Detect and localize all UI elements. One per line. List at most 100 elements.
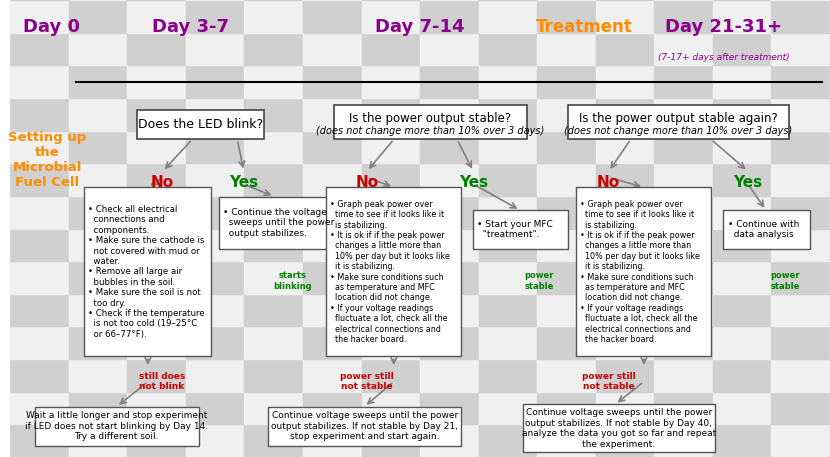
Bar	[771, 392, 830, 425]
Bar	[10, 359, 69, 392]
Bar	[244, 392, 303, 425]
Bar	[420, 294, 479, 326]
Bar	[420, 32, 479, 65]
Bar	[186, 294, 244, 326]
Bar	[654, 392, 713, 425]
Bar	[420, 425, 479, 457]
Bar	[420, 131, 479, 163]
Bar	[420, 98, 479, 131]
Bar	[69, 65, 127, 98]
Bar	[127, 261, 186, 294]
Bar	[596, 163, 654, 196]
Text: • Continue with
  data analysis: • Continue with data analysis	[728, 220, 799, 239]
FancyBboxPatch shape	[326, 187, 461, 356]
Text: Is the power output stable?: Is the power output stable?	[349, 112, 511, 125]
Bar	[127, 359, 186, 392]
Bar	[537, 65, 596, 98]
Text: Day 0: Day 0	[22, 18, 80, 37]
Bar	[244, 65, 303, 98]
Bar	[69, 326, 127, 359]
Bar	[69, 228, 127, 261]
Bar	[654, 65, 713, 98]
Bar	[244, 163, 303, 196]
Bar	[303, 131, 362, 163]
Bar	[244, 261, 303, 294]
Text: (7-17+ days after treatment): (7-17+ days after treatment)	[657, 53, 789, 62]
Bar	[69, 196, 127, 228]
Bar	[479, 326, 537, 359]
Bar	[596, 196, 654, 228]
Bar	[303, 32, 362, 65]
Bar	[420, 261, 479, 294]
Bar	[654, 163, 713, 196]
Bar	[303, 261, 362, 294]
Bar	[10, 131, 69, 163]
Bar	[186, 163, 244, 196]
Bar	[654, 228, 713, 261]
Bar	[303, 163, 362, 196]
Text: • Graph peak power over
  time to see if it looks like it
  is stabilizing.
• It: • Graph peak power over time to see if i…	[330, 200, 450, 344]
Bar	[127, 392, 186, 425]
Bar	[303, 65, 362, 98]
Bar	[479, 228, 537, 261]
Bar	[771, 294, 830, 326]
Bar	[303, 425, 362, 457]
Bar	[10, 98, 69, 131]
Bar	[596, 65, 654, 98]
Bar	[69, 392, 127, 425]
Bar	[537, 32, 596, 65]
Text: Day 3-7: Day 3-7	[152, 18, 229, 37]
Bar	[420, 0, 479, 32]
Bar	[10, 326, 69, 359]
Bar	[654, 131, 713, 163]
Bar	[362, 228, 420, 261]
Bar	[127, 294, 186, 326]
Bar	[127, 65, 186, 98]
Bar	[771, 163, 830, 196]
Text: • Continue the voltage
  sweeps until the power
  output stabilizes.: • Continue the voltage sweeps until the …	[223, 208, 334, 238]
Bar	[713, 163, 771, 196]
Bar	[713, 261, 771, 294]
Bar	[10, 392, 69, 425]
Bar	[596, 294, 654, 326]
Bar	[713, 425, 771, 457]
Bar	[771, 65, 830, 98]
Bar	[596, 326, 654, 359]
Text: Setting up
the
Microbial
Fuel Cell: Setting up the Microbial Fuel Cell	[8, 131, 86, 189]
Bar	[127, 228, 186, 261]
Text: power still
not stable: power still not stable	[582, 372, 636, 391]
Bar	[186, 326, 244, 359]
Bar	[186, 0, 244, 32]
Bar	[713, 294, 771, 326]
Bar	[420, 359, 479, 392]
Bar	[186, 131, 244, 163]
Bar	[654, 196, 713, 228]
Bar	[303, 359, 362, 392]
Bar	[69, 425, 127, 457]
Bar	[303, 392, 362, 425]
Bar	[244, 0, 303, 32]
Bar	[69, 359, 127, 392]
Bar	[69, 294, 127, 326]
Bar	[244, 32, 303, 65]
FancyBboxPatch shape	[35, 407, 198, 446]
Bar	[479, 131, 537, 163]
Bar	[479, 196, 537, 228]
Bar	[713, 65, 771, 98]
Bar	[537, 294, 596, 326]
FancyBboxPatch shape	[219, 197, 330, 249]
Bar	[303, 294, 362, 326]
FancyBboxPatch shape	[137, 110, 264, 139]
Bar	[771, 98, 830, 131]
Text: No: No	[597, 175, 620, 190]
Bar	[537, 228, 596, 261]
Bar	[537, 98, 596, 131]
Bar	[713, 326, 771, 359]
Bar	[537, 326, 596, 359]
Bar	[596, 359, 654, 392]
Text: Does the LED blink?: Does the LED blink?	[139, 118, 263, 131]
Bar	[69, 32, 127, 65]
Bar	[362, 294, 420, 326]
Text: (does not change more than 10% over 3 days): (does not change more than 10% over 3 da…	[316, 126, 544, 136]
Bar	[537, 163, 596, 196]
